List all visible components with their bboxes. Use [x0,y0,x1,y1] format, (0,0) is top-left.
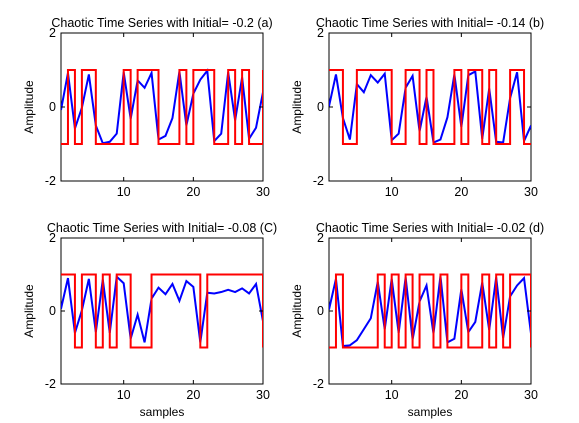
subplot-d: -2 0 2 10 20 30 Chaotic Time Series with Initi… [290,221,544,419]
y-tick-label: 2 [317,26,324,40]
x-tick-label: 30 [524,388,538,402]
y-axis-label: Amplitude [22,284,36,338]
x-axis-label: samples [140,405,185,419]
chaotic-series-line [329,275,531,348]
x-tick-label: 20 [186,388,200,402]
chaotic-series-line [329,69,531,145]
axes-box [60,237,264,385]
y-axis-label: Amplitude [290,284,304,338]
y-tick-label: -2 [45,174,56,188]
binary-sequence-line [329,273,531,349]
binary-sequence-line [61,273,263,349]
x-tick-label: 10 [117,185,131,199]
binary-sequence-line [329,69,531,145]
y-tick-label: 0 [317,304,324,318]
y-axis-label: Amplitude [290,80,304,134]
subplot-title: Chaotic Time Series with Initial= -0.08 … [47,221,277,235]
y-tick-label: 2 [49,26,56,40]
x-tick-label: 10 [117,388,131,402]
y-tick-label: -2 [313,377,324,391]
y-tick-label: 0 [49,100,56,114]
x-tick-label: 30 [524,185,538,199]
chaotic-series-line [61,274,263,343]
subplot-a: -2 0 2 10 20 30 Chaotic Time Series with Initi… [22,16,273,199]
y-tick-label: 2 [49,231,56,245]
axes-box [60,32,264,182]
x-tick-label: 10 [385,388,399,402]
y-tick-label: 2 [317,231,324,245]
x-tick-label: 10 [385,185,399,199]
y-axis-label: Amplitude [22,80,36,134]
x-tick-label: 20 [454,388,468,402]
x-tick-label: 30 [256,388,270,402]
x-tick-label: 30 [256,185,270,199]
x-tick-label: 20 [454,185,468,199]
subplot-c: -2 0 2 10 20 30 Chaotic Time Series with Initi… [22,221,277,419]
subplot-b: -2 0 2 10 20 30 Chaotic Time Series with Initi… [290,16,544,199]
x-tick-label: 20 [186,185,200,199]
x-axis-label: samples [408,405,453,419]
y-tick-label: 0 [49,304,56,318]
y-tick-label: -2 [45,377,56,391]
subplot-title: Chaotic Time Series with Initial= -0.14 … [316,16,544,30]
chaotic-series-line [61,68,263,145]
binary-sequence-line [61,69,263,145]
subplot-title: Chaotic Time Series with Initial= -0.02 … [316,221,544,235]
axes-box [328,32,532,182]
subplot-title: Chaotic Time Series with Initial= -0.2 (… [51,16,272,30]
y-tick-label: 0 [317,100,324,114]
y-tick-label: -2 [313,174,324,188]
